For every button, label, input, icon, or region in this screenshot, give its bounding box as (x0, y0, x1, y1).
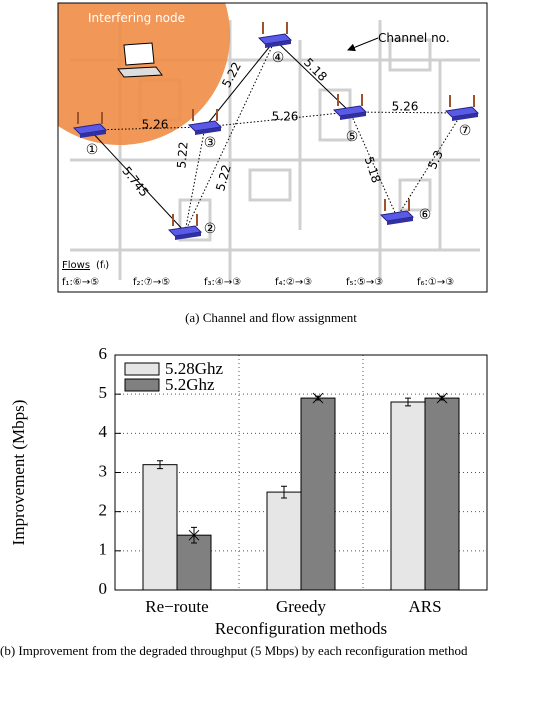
link (349, 111, 463, 114)
link (184, 39, 276, 233)
channel-label: 5.26 (272, 110, 299, 124)
link (89, 126, 206, 131)
diagram-frame (57, 2, 488, 293)
channel-label: 5.26 (142, 118, 169, 132)
flow: f₆:①→③ (417, 277, 454, 288)
bar (300, 397, 336, 591)
node-label: ③ (204, 135, 217, 151)
bar (424, 397, 460, 591)
laptop (117, 42, 163, 78)
error-bar (157, 460, 163, 470)
y-tick-label: 1 (99, 540, 108, 559)
node-label: ① (86, 142, 99, 158)
channel-label: 5.26 (392, 100, 419, 114)
x-tick-label: Greedy (276, 597, 327, 616)
node-label: ⑥ (419, 207, 432, 223)
marker (436, 392, 448, 404)
legend-swatch (124, 378, 160, 392)
annotation: Interfering node (88, 11, 185, 25)
flow: f₄:②→③ (275, 277, 312, 288)
router (195, 127, 221, 135)
caption: (a) Channel and flow assignment (185, 310, 357, 325)
router (452, 113, 478, 121)
flow: f₁:⑥→⑤ (62, 277, 99, 288)
channel-label: 5.22 (174, 141, 190, 169)
bar (266, 491, 302, 591)
channel-note: Channel no. (378, 31, 450, 45)
router (387, 217, 413, 225)
node-label: ⑦ (459, 123, 472, 139)
router (340, 112, 366, 120)
router (265, 40, 291, 48)
flows-title: Flows (62, 260, 90, 271)
flow: f₃:④→③ (204, 277, 241, 288)
channel-label: 5.22 (213, 163, 233, 192)
y-tick-label: 2 (99, 501, 108, 520)
error-bar (281, 485, 287, 499)
flow: f₂:⑦→⑤ (133, 277, 170, 288)
y-tick-label: 3 (99, 461, 108, 480)
marker (312, 392, 324, 404)
y-axis-label: Improvement (Mbps) (9, 400, 28, 546)
link (349, 111, 398, 218)
x-tick-label: ARS (408, 597, 441, 616)
node-label: ④ (272, 50, 285, 66)
router (175, 232, 201, 240)
caption-text: (b) Improvement from the degraded throug… (0, 643, 468, 658)
link (89, 129, 186, 233)
y-tick-label: 0 (99, 579, 108, 598)
node-label: ② (204, 221, 217, 237)
marker (188, 529, 200, 541)
error-bar (405, 397, 411, 407)
plot-frame (114, 354, 488, 591)
legend-label: 5.28Ghz (165, 359, 224, 378)
link (184, 126, 206, 233)
bar (142, 464, 178, 591)
bar (390, 401, 426, 591)
node-label: ⑤ (346, 129, 359, 145)
flow: f₅:⑤→③ (346, 277, 383, 288)
y-tick-label: 4 (99, 422, 108, 441)
arrow (347, 37, 379, 52)
x-tick-label: Re−route (145, 597, 208, 616)
caption: (b) Improvement from the degraded throug… (0, 643, 468, 658)
router (80, 130, 106, 138)
legend-label: 5.2Ghz (165, 375, 215, 394)
y-tick-label: 5 (99, 383, 108, 402)
x-axis-label: Reconfiguration methods (215, 619, 387, 638)
y-tick-label: 6 (99, 344, 108, 363)
flows-symbol: (fᵢ) (96, 260, 109, 271)
legend-swatch (124, 362, 160, 376)
link (396, 112, 463, 218)
